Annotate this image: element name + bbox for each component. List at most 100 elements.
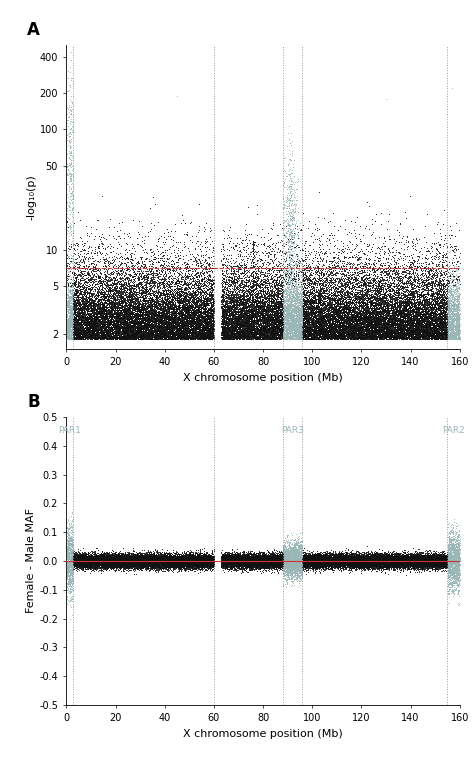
Point bbox=[269, 559, 276, 571]
Point bbox=[359, 546, 367, 558]
Point bbox=[333, 559, 341, 572]
Point bbox=[332, 558, 339, 570]
Point bbox=[129, 556, 137, 568]
Point bbox=[197, 556, 204, 568]
Point bbox=[412, 330, 420, 343]
Point bbox=[198, 317, 205, 329]
Point bbox=[295, 316, 303, 328]
Point bbox=[154, 277, 161, 289]
Point bbox=[158, 562, 166, 574]
Point bbox=[173, 326, 180, 338]
Point bbox=[179, 558, 187, 570]
Point bbox=[163, 556, 171, 568]
Point bbox=[250, 312, 257, 324]
Point bbox=[380, 280, 388, 292]
Point bbox=[103, 295, 110, 307]
Point bbox=[321, 292, 328, 304]
Point bbox=[64, 544, 72, 556]
Point bbox=[174, 565, 182, 577]
Point bbox=[440, 320, 448, 332]
Point bbox=[345, 331, 352, 343]
Point bbox=[170, 558, 178, 570]
Point bbox=[159, 555, 167, 567]
Point bbox=[375, 559, 383, 571]
Point bbox=[344, 333, 351, 345]
Point bbox=[71, 559, 78, 571]
Point bbox=[373, 324, 381, 337]
Point bbox=[195, 326, 203, 338]
Point bbox=[293, 555, 301, 567]
Point bbox=[67, 562, 75, 575]
Point bbox=[332, 272, 340, 284]
Point bbox=[408, 554, 415, 566]
Point bbox=[390, 313, 397, 325]
Point bbox=[103, 274, 111, 287]
Point bbox=[402, 312, 410, 324]
Point bbox=[271, 294, 278, 306]
Point bbox=[342, 300, 349, 312]
Point bbox=[227, 324, 234, 336]
Point bbox=[392, 307, 400, 319]
Point bbox=[361, 289, 369, 301]
Point bbox=[351, 556, 358, 568]
Point bbox=[298, 258, 306, 271]
Point bbox=[116, 554, 123, 566]
Point bbox=[228, 326, 235, 338]
Point bbox=[239, 565, 246, 578]
Point bbox=[285, 295, 292, 307]
Point bbox=[428, 552, 436, 564]
Point bbox=[187, 558, 195, 570]
Point bbox=[331, 283, 339, 295]
Point bbox=[262, 321, 269, 333]
Point bbox=[131, 315, 139, 327]
Point bbox=[134, 298, 142, 310]
Point bbox=[80, 561, 88, 573]
Point bbox=[345, 556, 352, 568]
Point bbox=[78, 290, 86, 302]
Point bbox=[246, 552, 253, 564]
Point bbox=[90, 557, 97, 569]
Point bbox=[290, 547, 297, 559]
Point bbox=[427, 555, 435, 567]
Point bbox=[427, 556, 434, 568]
Point bbox=[397, 553, 405, 565]
Point bbox=[108, 324, 115, 336]
Point bbox=[379, 311, 386, 323]
Point bbox=[315, 561, 322, 573]
Point bbox=[208, 329, 215, 341]
Point bbox=[349, 552, 357, 564]
Point bbox=[371, 316, 378, 328]
Point bbox=[253, 319, 260, 331]
Point bbox=[104, 333, 111, 345]
Point bbox=[452, 314, 459, 326]
Point bbox=[192, 554, 200, 566]
Point bbox=[152, 290, 160, 302]
Point bbox=[69, 302, 77, 315]
Point bbox=[223, 556, 231, 568]
Point bbox=[65, 298, 73, 310]
Point bbox=[332, 320, 340, 332]
Point bbox=[331, 317, 339, 329]
Point bbox=[140, 272, 147, 284]
Point bbox=[305, 559, 313, 571]
Point bbox=[196, 293, 204, 305]
Point bbox=[292, 551, 300, 563]
Point bbox=[405, 553, 412, 565]
Point bbox=[191, 555, 198, 567]
Point bbox=[297, 553, 304, 565]
Point bbox=[440, 309, 447, 321]
Point bbox=[134, 552, 142, 564]
Point bbox=[302, 271, 310, 283]
Point bbox=[151, 561, 158, 573]
Point bbox=[95, 323, 102, 335]
Point bbox=[280, 309, 287, 321]
Point bbox=[415, 330, 423, 343]
Point bbox=[130, 553, 138, 565]
Point bbox=[296, 550, 304, 562]
Point bbox=[413, 320, 421, 332]
Point bbox=[112, 297, 119, 309]
Point bbox=[297, 299, 304, 311]
Point bbox=[88, 297, 95, 309]
Point bbox=[256, 551, 264, 563]
Point bbox=[91, 557, 99, 569]
